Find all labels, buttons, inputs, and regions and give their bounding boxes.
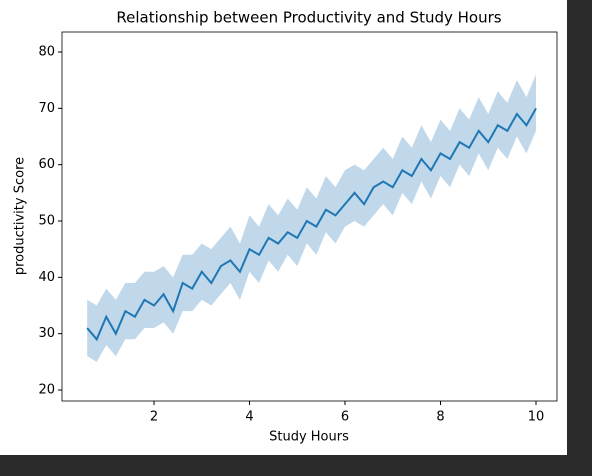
y-tick-label: 70 <box>38 101 55 116</box>
x-tick-label: 8 <box>436 410 444 425</box>
y-tick-label: 60 <box>38 157 55 172</box>
x-axis-label: Study Hours <box>269 430 349 445</box>
x-tick-label: 6 <box>341 410 349 425</box>
x-tick-label: 10 <box>528 410 545 425</box>
x-tick-label: 4 <box>245 410 253 425</box>
chart-title: Relationship between Productivity and St… <box>116 9 501 27</box>
y-tick-label: 50 <box>38 214 55 229</box>
y-tick-label: 40 <box>38 270 55 285</box>
y-tick-label: 80 <box>38 44 55 59</box>
confidence-band <box>87 74 536 362</box>
y-tick-label: 20 <box>38 383 55 398</box>
y-axis-label: productivity Score <box>13 157 28 275</box>
x-tick-label: 2 <box>150 410 158 425</box>
y-tick-label: 30 <box>38 326 55 341</box>
line <box>86 107 537 342</box>
